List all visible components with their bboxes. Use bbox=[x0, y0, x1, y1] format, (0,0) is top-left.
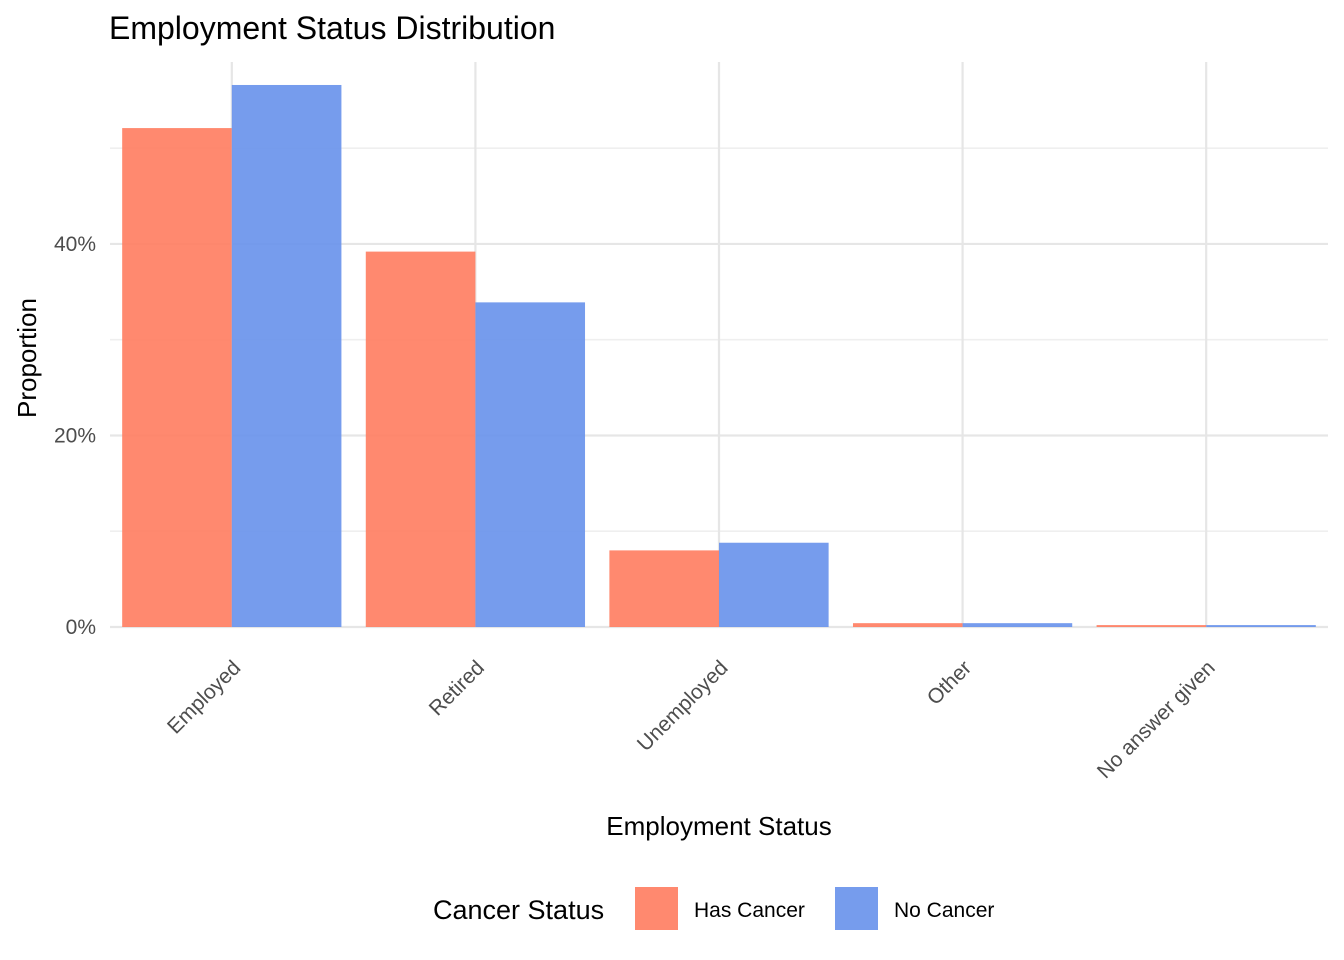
x-tick-label: Unemployed bbox=[633, 656, 733, 756]
legend-title: Cancer Status bbox=[433, 895, 604, 925]
x-tick-label: Employed bbox=[163, 656, 245, 738]
y-tick-label: 20% bbox=[54, 424, 96, 447]
x-axis-title: Employment Status bbox=[606, 811, 831, 841]
bar bbox=[1096, 625, 1207, 627]
y-tick-label: 0% bbox=[66, 616, 96, 639]
y-axis-title: Proportion bbox=[12, 298, 42, 418]
bar bbox=[852, 623, 963, 627]
bar bbox=[1206, 625, 1316, 627]
chart-title: Employment Status Distribution bbox=[109, 10, 555, 46]
bar bbox=[122, 128, 232, 627]
bar bbox=[962, 623, 1073, 627]
y-axis-ticks: 0% 20% 40% bbox=[54, 233, 96, 639]
legend-label: Has Cancer bbox=[694, 899, 805, 922]
bar bbox=[719, 542, 829, 627]
x-axis-ticks: Employed Retired Unemployed Other No answer … bbox=[163, 656, 1220, 783]
bar bbox=[475, 302, 586, 627]
bar bbox=[365, 251, 476, 627]
x-tick-label: Other bbox=[923, 656, 976, 709]
legend-swatch bbox=[635, 887, 678, 930]
legend-items: Has Cancer No Cancer bbox=[635, 887, 994, 930]
legend-swatch bbox=[835, 887, 878, 930]
bar bbox=[609, 550, 719, 627]
x-tick-label: Retired bbox=[425, 656, 489, 720]
bar bbox=[231, 84, 342, 628]
legend-label: No Cancer bbox=[894, 899, 994, 922]
legend: Cancer Status Has Cancer No Cancer bbox=[433, 887, 994, 930]
bars bbox=[122, 84, 1316, 628]
y-tick-label: 40% bbox=[54, 233, 96, 256]
x-tick-label: No answer given bbox=[1093, 656, 1220, 783]
